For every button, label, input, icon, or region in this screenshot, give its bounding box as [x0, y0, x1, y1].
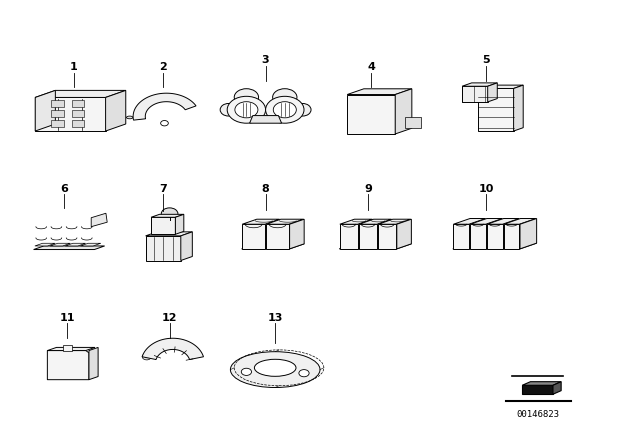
- Text: 11: 11: [60, 313, 75, 323]
- Polygon shape: [146, 236, 181, 260]
- Polygon shape: [514, 85, 524, 131]
- Polygon shape: [35, 243, 55, 246]
- Polygon shape: [47, 347, 95, 350]
- Text: 4: 4: [367, 62, 375, 72]
- Polygon shape: [72, 110, 84, 116]
- Polygon shape: [378, 224, 396, 249]
- Polygon shape: [340, 219, 372, 224]
- Polygon shape: [72, 120, 84, 126]
- Ellipse shape: [294, 103, 311, 116]
- Polygon shape: [520, 219, 536, 249]
- Polygon shape: [266, 219, 303, 224]
- Ellipse shape: [254, 359, 296, 376]
- Circle shape: [227, 96, 266, 123]
- Polygon shape: [266, 224, 289, 249]
- Polygon shape: [35, 90, 125, 97]
- Ellipse shape: [234, 89, 259, 106]
- Text: 8: 8: [262, 184, 269, 194]
- Polygon shape: [339, 244, 412, 249]
- Circle shape: [161, 121, 168, 126]
- Circle shape: [52, 362, 67, 372]
- Polygon shape: [181, 232, 193, 260]
- Polygon shape: [504, 224, 520, 249]
- Text: 3: 3: [262, 55, 269, 65]
- Text: 9: 9: [364, 184, 372, 194]
- Polygon shape: [340, 224, 358, 249]
- Polygon shape: [142, 338, 204, 360]
- Circle shape: [273, 102, 296, 118]
- Polygon shape: [359, 219, 392, 224]
- Polygon shape: [487, 224, 502, 249]
- Circle shape: [161, 208, 178, 220]
- Polygon shape: [395, 89, 412, 134]
- Polygon shape: [51, 110, 64, 116]
- Polygon shape: [146, 232, 193, 236]
- Text: 2: 2: [159, 62, 167, 72]
- Polygon shape: [470, 224, 486, 249]
- Polygon shape: [406, 117, 422, 128]
- Polygon shape: [462, 83, 497, 86]
- Polygon shape: [553, 382, 561, 394]
- Polygon shape: [470, 219, 502, 224]
- Text: 5: 5: [483, 55, 490, 65]
- Polygon shape: [243, 224, 265, 249]
- Polygon shape: [133, 93, 196, 120]
- Text: 00146823: 00146823: [516, 410, 559, 419]
- Polygon shape: [453, 224, 469, 249]
- Text: 13: 13: [268, 313, 283, 323]
- Polygon shape: [378, 219, 411, 224]
- Ellipse shape: [273, 89, 297, 106]
- Polygon shape: [106, 90, 125, 131]
- Polygon shape: [35, 90, 56, 131]
- Polygon shape: [479, 89, 514, 131]
- Polygon shape: [151, 214, 184, 217]
- Polygon shape: [487, 219, 519, 224]
- Polygon shape: [89, 347, 98, 380]
- Circle shape: [266, 96, 304, 123]
- Polygon shape: [34, 246, 105, 250]
- Polygon shape: [397, 219, 412, 249]
- Polygon shape: [453, 219, 486, 224]
- Text: 10: 10: [479, 184, 494, 194]
- Polygon shape: [462, 86, 488, 102]
- Polygon shape: [72, 100, 84, 107]
- Polygon shape: [81, 243, 101, 246]
- Polygon shape: [35, 97, 106, 131]
- Ellipse shape: [220, 103, 237, 116]
- Polygon shape: [479, 85, 524, 89]
- Polygon shape: [289, 219, 304, 249]
- Ellipse shape: [230, 352, 320, 388]
- Polygon shape: [65, 243, 86, 246]
- Polygon shape: [51, 120, 64, 126]
- Circle shape: [241, 368, 252, 375]
- Polygon shape: [92, 213, 108, 227]
- Polygon shape: [151, 217, 175, 234]
- Text: 12: 12: [162, 313, 177, 323]
- Circle shape: [235, 102, 258, 118]
- Polygon shape: [347, 95, 395, 134]
- Text: 1: 1: [70, 62, 77, 72]
- Polygon shape: [47, 350, 89, 380]
- Circle shape: [70, 362, 84, 372]
- Ellipse shape: [127, 116, 133, 119]
- Polygon shape: [63, 345, 72, 351]
- Text: 7: 7: [159, 184, 167, 194]
- Polygon shape: [243, 219, 280, 224]
- Polygon shape: [504, 219, 536, 224]
- Polygon shape: [453, 243, 536, 249]
- Polygon shape: [488, 83, 497, 102]
- Text: 6: 6: [60, 184, 68, 194]
- Polygon shape: [359, 224, 377, 249]
- Polygon shape: [522, 382, 561, 385]
- Polygon shape: [347, 89, 412, 95]
- Polygon shape: [242, 244, 304, 249]
- Polygon shape: [250, 116, 282, 123]
- Polygon shape: [51, 100, 64, 107]
- Polygon shape: [522, 385, 553, 394]
- Polygon shape: [175, 214, 184, 234]
- Polygon shape: [50, 243, 70, 246]
- Circle shape: [299, 370, 309, 377]
- Circle shape: [142, 353, 151, 360]
